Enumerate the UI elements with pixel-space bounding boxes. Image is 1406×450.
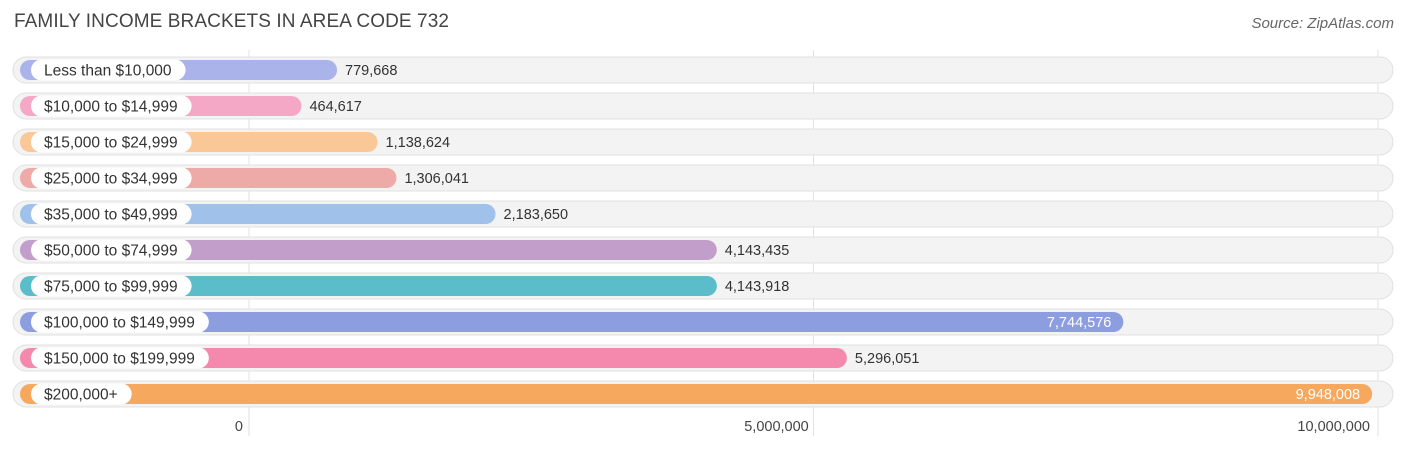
category-label: $150,000 to $199,999	[44, 351, 195, 368]
bar	[20, 384, 1373, 404]
value-label: 7,744,576	[1047, 315, 1112, 331]
category-label-pill	[31, 203, 192, 225]
chart-source: Source: ZipAtlas.com	[1251, 15, 1394, 32]
x-tick-label: 10,000,000	[1297, 419, 1370, 435]
bar-row: $25,000 to $34,999 1,306,041	[12, 164, 1394, 192]
bar	[20, 240, 717, 260]
category-label: $35,000 to $49,999	[44, 207, 178, 224]
category-label: Less than $10,000	[44, 63, 172, 80]
bar-row: $35,000 to $49,999 2,183,650	[12, 200, 1394, 228]
category-label-pill	[31, 239, 192, 261]
category-label-pill	[31, 167, 192, 189]
bar-row: $10,000 to $14,999 464,617	[12, 92, 1394, 120]
category-label-pill	[31, 95, 192, 117]
bar	[20, 312, 1124, 332]
category-label-pill	[31, 347, 209, 369]
value-label: 5,296,051	[855, 351, 920, 367]
value-label: 464,617	[309, 99, 361, 115]
bar	[20, 276, 717, 296]
value-label: 2,183,650	[504, 207, 569, 223]
category-label-pill	[31, 311, 209, 333]
value-label: 4,143,435	[725, 243, 790, 259]
bar-row: $200,000+ 9,948,008	[12, 380, 1394, 408]
category-label: $25,000 to $34,999	[44, 171, 178, 188]
bar-row: $50,000 to $74,999 4,143,435	[12, 236, 1394, 264]
bar-row: $150,000 to $199,999 5,296,051	[12, 344, 1394, 372]
category-label-pill	[31, 383, 132, 405]
category-label: $10,000 to $14,999	[44, 99, 178, 116]
category-label: $200,000+	[44, 387, 118, 404]
category-label: $15,000 to $24,999	[44, 135, 178, 152]
bar-row: $100,000 to $149,999 7,744,576	[12, 308, 1394, 336]
chart-title: FAMILY INCOME BRACKETS IN AREA CODE 732	[14, 11, 450, 32]
bar-track	[12, 56, 1394, 84]
bar-row: Less than $10,000 779,668	[12, 56, 1394, 84]
value-label: 1,306,041	[404, 171, 469, 187]
value-label: 4,143,918	[725, 279, 790, 295]
bar	[20, 348, 847, 368]
x-tick-label: 0	[235, 419, 243, 435]
bar-row: $15,000 to $24,999 1,138,624	[12, 128, 1394, 156]
bar-track	[12, 92, 1394, 120]
category-label: $75,000 to $99,999	[44, 279, 178, 296]
category-label: $50,000 to $74,999	[44, 243, 178, 260]
category-label-pill	[31, 59, 186, 81]
value-label: 779,668	[345, 63, 397, 79]
bar-row: $75,000 to $99,999 4,143,918	[12, 272, 1394, 300]
category-label: $100,000 to $149,999	[44, 315, 195, 332]
value-label: 9,948,008	[1296, 387, 1361, 403]
category-label-pill	[31, 131, 192, 153]
value-label: 1,138,624	[386, 135, 451, 151]
category-label-pill	[31, 275, 192, 297]
x-tick-label: 5,000,000	[744, 419, 809, 435]
